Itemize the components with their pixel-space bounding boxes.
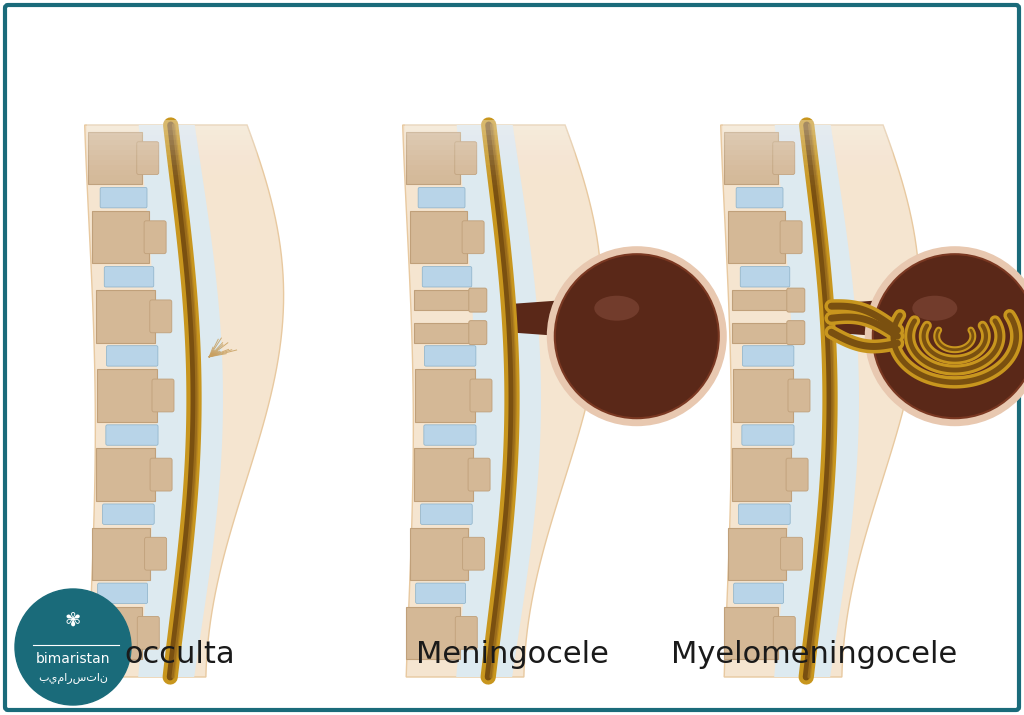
Polygon shape	[728, 211, 785, 263]
FancyBboxPatch shape	[137, 142, 159, 174]
FancyBboxPatch shape	[102, 504, 155, 524]
FancyBboxPatch shape	[468, 458, 490, 491]
Text: ✾: ✾	[65, 611, 81, 629]
Polygon shape	[88, 132, 141, 184]
Polygon shape	[85, 125, 284, 677]
Polygon shape	[414, 290, 471, 310]
Polygon shape	[92, 211, 150, 263]
Polygon shape	[507, 299, 599, 337]
Circle shape	[15, 589, 131, 705]
FancyBboxPatch shape	[137, 616, 160, 649]
Text: Meningocele: Meningocele	[416, 640, 608, 669]
FancyBboxPatch shape	[144, 221, 166, 254]
Circle shape	[555, 255, 719, 418]
FancyBboxPatch shape	[738, 504, 791, 524]
FancyBboxPatch shape	[469, 288, 486, 312]
FancyBboxPatch shape	[773, 142, 795, 174]
FancyBboxPatch shape	[105, 425, 158, 445]
FancyBboxPatch shape	[773, 616, 796, 649]
FancyBboxPatch shape	[152, 379, 174, 412]
FancyBboxPatch shape	[97, 583, 147, 603]
FancyBboxPatch shape	[741, 425, 794, 445]
FancyBboxPatch shape	[5, 5, 1019, 710]
Polygon shape	[411, 528, 468, 580]
FancyBboxPatch shape	[462, 221, 484, 254]
Circle shape	[872, 255, 1024, 418]
FancyBboxPatch shape	[470, 379, 492, 412]
FancyBboxPatch shape	[144, 537, 167, 570]
FancyBboxPatch shape	[421, 504, 472, 524]
Polygon shape	[97, 369, 157, 422]
Polygon shape	[414, 448, 473, 500]
Polygon shape	[402, 125, 602, 677]
FancyBboxPatch shape	[723, 120, 893, 130]
Polygon shape	[732, 322, 788, 342]
FancyBboxPatch shape	[424, 425, 476, 445]
Polygon shape	[721, 125, 920, 677]
Polygon shape	[96, 448, 155, 500]
FancyBboxPatch shape	[150, 300, 172, 332]
FancyBboxPatch shape	[456, 616, 477, 649]
FancyBboxPatch shape	[100, 187, 147, 208]
FancyBboxPatch shape	[780, 537, 803, 570]
Polygon shape	[733, 369, 793, 422]
Polygon shape	[724, 132, 778, 184]
Circle shape	[547, 246, 727, 426]
FancyBboxPatch shape	[469, 320, 486, 345]
FancyBboxPatch shape	[733, 583, 783, 603]
FancyBboxPatch shape	[788, 379, 810, 412]
Ellipse shape	[912, 296, 957, 321]
Text: بيمارستان: بيمارستان	[38, 673, 108, 684]
FancyBboxPatch shape	[463, 537, 484, 570]
Ellipse shape	[594, 296, 639, 321]
FancyBboxPatch shape	[151, 458, 172, 491]
Text: bimaristan: bimaristan	[36, 652, 111, 666]
Polygon shape	[728, 528, 785, 580]
Circle shape	[865, 246, 1024, 426]
FancyBboxPatch shape	[406, 120, 575, 135]
FancyBboxPatch shape	[104, 267, 154, 287]
Polygon shape	[457, 125, 541, 677]
Polygon shape	[414, 322, 471, 342]
FancyBboxPatch shape	[424, 346, 476, 366]
Polygon shape	[774, 125, 859, 677]
FancyBboxPatch shape	[786, 458, 808, 491]
FancyBboxPatch shape	[406, 120, 575, 130]
FancyBboxPatch shape	[87, 120, 257, 135]
Polygon shape	[732, 448, 792, 500]
FancyBboxPatch shape	[740, 267, 790, 287]
FancyBboxPatch shape	[418, 187, 465, 208]
FancyBboxPatch shape	[780, 221, 802, 254]
Polygon shape	[724, 606, 778, 659]
Polygon shape	[95, 290, 155, 342]
FancyBboxPatch shape	[786, 288, 805, 312]
Polygon shape	[732, 290, 788, 310]
Polygon shape	[88, 606, 142, 659]
FancyBboxPatch shape	[87, 120, 257, 130]
FancyBboxPatch shape	[723, 120, 893, 135]
Polygon shape	[411, 211, 467, 263]
Text: Myelomeningocele: Myelomeningocele	[671, 640, 957, 669]
FancyBboxPatch shape	[106, 346, 158, 366]
Polygon shape	[92, 528, 150, 580]
Polygon shape	[825, 299, 916, 337]
FancyBboxPatch shape	[786, 320, 805, 345]
FancyBboxPatch shape	[416, 583, 466, 603]
FancyBboxPatch shape	[422, 267, 472, 287]
Polygon shape	[407, 606, 460, 659]
FancyBboxPatch shape	[742, 346, 794, 366]
Polygon shape	[138, 125, 223, 677]
Polygon shape	[415, 369, 475, 422]
FancyBboxPatch shape	[736, 187, 783, 208]
FancyBboxPatch shape	[455, 142, 477, 174]
Polygon shape	[407, 132, 460, 184]
Text: occulta: occulta	[124, 640, 234, 669]
